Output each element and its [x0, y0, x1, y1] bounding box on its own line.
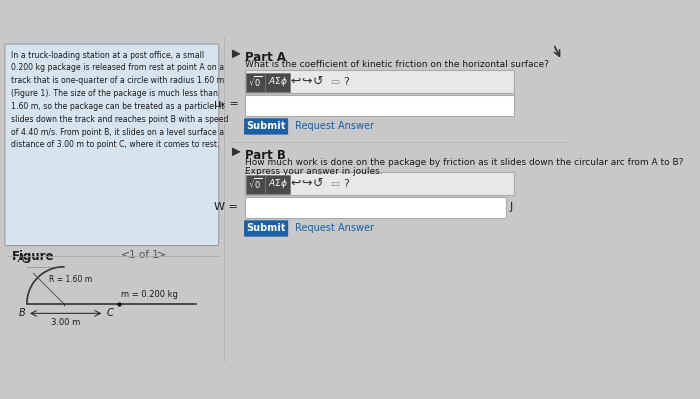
- Text: R = 1.60 m: R = 1.60 m: [48, 275, 92, 284]
- Text: 1 of 1: 1 of 1: [129, 250, 159, 260]
- Text: $A\Sigma\phi$: $A\Sigma\phi$: [267, 177, 288, 190]
- FancyBboxPatch shape: [265, 175, 290, 194]
- FancyBboxPatch shape: [245, 172, 514, 195]
- Text: ↩: ↩: [290, 177, 301, 190]
- Text: $\sqrt{0}$: $\sqrt{0}$: [248, 74, 262, 89]
- FancyBboxPatch shape: [244, 118, 288, 134]
- Text: ↺: ↺: [313, 75, 323, 88]
- Text: ▭: ▭: [330, 179, 340, 189]
- Text: ↺: ↺: [313, 177, 323, 190]
- Text: ↪: ↪: [302, 75, 312, 88]
- Text: m = 0.200 kg: m = 0.200 kg: [121, 290, 178, 300]
- FancyBboxPatch shape: [245, 70, 514, 93]
- FancyBboxPatch shape: [265, 73, 290, 92]
- Polygon shape: [232, 148, 239, 155]
- FancyBboxPatch shape: [244, 220, 288, 237]
- Text: Part B: Part B: [245, 149, 286, 162]
- Text: 3.00 m: 3.00 m: [51, 318, 80, 327]
- Text: μₖ =: μₖ =: [214, 99, 238, 109]
- FancyBboxPatch shape: [246, 175, 265, 194]
- FancyBboxPatch shape: [5, 44, 219, 246]
- Text: W =: W =: [214, 202, 238, 212]
- Text: ↪: ↪: [302, 177, 312, 190]
- Text: $A\Sigma\phi$: $A\Sigma\phi$: [267, 75, 288, 88]
- Text: ?: ?: [343, 179, 349, 189]
- Text: Express your answer in joules.: Express your answer in joules.: [245, 167, 382, 176]
- FancyBboxPatch shape: [245, 197, 506, 218]
- Text: Request Answer: Request Answer: [295, 223, 374, 233]
- Text: J: J: [510, 202, 512, 212]
- FancyBboxPatch shape: [246, 73, 265, 92]
- Text: Submit: Submit: [246, 223, 286, 233]
- Text: B: B: [19, 308, 25, 318]
- Text: ▭: ▭: [330, 77, 340, 87]
- Text: Part A: Part A: [245, 51, 286, 64]
- Text: ↩: ↩: [290, 75, 301, 88]
- Text: <: <: [121, 250, 130, 260]
- Text: Request Answer: Request Answer: [295, 121, 374, 131]
- Text: $\sqrt{0}$: $\sqrt{0}$: [248, 176, 262, 191]
- Text: >: >: [157, 250, 166, 260]
- Text: ?: ?: [343, 77, 349, 87]
- Text: A: A: [17, 254, 24, 264]
- Text: Submit: Submit: [246, 121, 286, 131]
- Polygon shape: [232, 51, 239, 57]
- Text: What is the coefficient of kinetic friction on the horizontal surface?: What is the coefficient of kinetic frict…: [245, 60, 549, 69]
- Text: How much work is done on the package by friction as it slides down the circular : How much work is done on the package by …: [245, 158, 683, 167]
- Text: C: C: [106, 308, 113, 318]
- Text: Figure: Figure: [11, 250, 54, 263]
- Text: In a truck-loading station at a post office, a small
0.200 kg package is release: In a truck-loading station at a post off…: [11, 51, 229, 150]
- FancyBboxPatch shape: [245, 95, 514, 116]
